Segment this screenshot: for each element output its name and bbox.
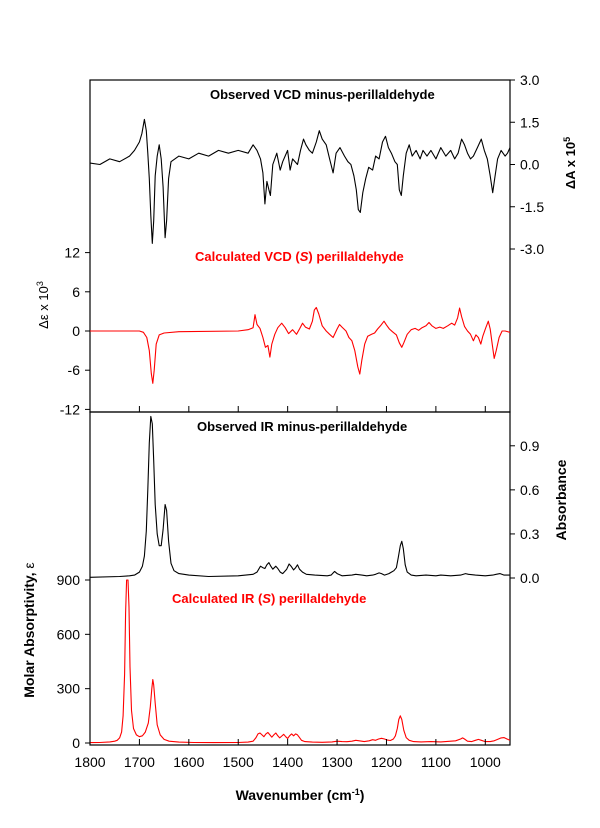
obs_ir-ytick-label: 0.6 — [520, 482, 540, 498]
molar-absorptivity-axis-label: Molar Absorptivity, ε — [21, 562, 37, 697]
delta-epsilon-axis-label: Δε x 103 — [35, 281, 51, 329]
observed-vcd-title: Observed VCD minus-perillaldehyde — [210, 87, 435, 102]
calculated-vcd-title-main: Calculated VCD ( — [195, 249, 300, 264]
calc_ir-ytick-label: 600 — [57, 626, 81, 642]
x-tick-label: 1500 — [223, 754, 254, 770]
delta-a-axis-label-main: ΔA x 10 — [563, 142, 578, 189]
calc_vcd-ytick-label: -12 — [60, 401, 80, 417]
calculated-vcd-title: Calculated VCD (S) perillaldehyde — [195, 249, 404, 264]
calculated-ir-title-italic: S — [262, 591, 271, 606]
delta-epsilon-axis-label-main: Δε x 10 — [36, 286, 51, 329]
x-axis-label-main: Wavenumber (cm — [236, 787, 352, 803]
calc_vcd-ytick-label: 6 — [72, 284, 80, 300]
absorbance-axis-label: Absorbance — [553, 459, 569, 540]
x-tick-label: 1100 — [421, 754, 451, 770]
obs_vcd-ytick-label: 3.0 — [520, 72, 540, 88]
delta-a-axis-label: ΔA x 105 — [562, 137, 578, 189]
x-axis-label: Wavenumber (cm-1) — [236, 787, 365, 803]
delta-epsilon-axis-label-sup: 3 — [35, 281, 45, 286]
x-tick-label: 1000 — [470, 754, 501, 770]
calc_ir-ytick-label: 300 — [57, 681, 81, 697]
x-tick-label: 1600 — [173, 754, 204, 770]
calc_vcd-ytick-label: 0 — [72, 323, 80, 339]
obs_vcd-series-line — [90, 118, 510, 244]
calc_vcd-series-line — [90, 306, 510, 384]
x-axis-label-end: ) — [360, 787, 365, 803]
calc_ir-ytick-label: 0 — [72, 735, 80, 751]
calc_ir-series-line — [90, 579, 510, 744]
obs_vcd-ytick-label: 0.0 — [520, 157, 540, 173]
calculated-ir-title-end: ) perillaldehyde — [271, 591, 366, 606]
obs_ir-ytick-label: 0.3 — [520, 526, 540, 542]
calc_vcd-ytick-label: -6 — [68, 362, 81, 378]
calculated-vcd-title-end: ) perillaldehyde — [308, 249, 403, 264]
obs_ir-series-line — [90, 415, 510, 578]
calculated-vcd-title-italic: S — [300, 249, 309, 264]
obs_vcd-ytick-label: 1.5 — [520, 114, 540, 130]
calc_ir-ytick-label: 900 — [57, 572, 81, 588]
x-tick-label: 1200 — [371, 754, 402, 770]
observed-ir-title: Observed IR minus-perillaldehyde — [197, 419, 407, 434]
calculated-ir-title: Calculated IR (S) perillaldehyde — [172, 591, 366, 606]
molar-absorptivity-axis-label-greek: ε — [21, 562, 37, 568]
vcd-frame — [89, 79, 511, 413]
delta-a-axis-label-sup: 5 — [562, 137, 572, 142]
axes-layer: 3.0 1.5 0.0 -1.5 -3.0 12 6 0 -6 -12 0.0 0.3 0.6 0.9 90… — [57, 72, 545, 770]
molar-absorptivity-axis-label-main: Molar Absorptivity, — [21, 569, 37, 698]
obs_vcd-ytick-label: -3.0 — [520, 241, 544, 257]
calculated-ir-title-main: Calculated IR ( — [172, 591, 263, 606]
x-tick-label: 1300 — [321, 754, 352, 770]
obs_ir-ytick-label: 0.0 — [520, 570, 540, 586]
x-tick-label: 1700 — [124, 754, 155, 770]
calc_vcd-ytick-label: 12 — [64, 245, 80, 261]
x-tick-label: 1400 — [272, 754, 303, 770]
x-axis-label-sup: -1 — [352, 787, 360, 797]
obs_ir-ytick-label: 0.9 — [520, 438, 540, 454]
series-layer — [90, 118, 510, 744]
x-tick-label: 1800 — [74, 754, 105, 770]
ir-frame — [89, 411, 511, 746]
obs_vcd-ytick-label: -1.5 — [520, 199, 544, 215]
